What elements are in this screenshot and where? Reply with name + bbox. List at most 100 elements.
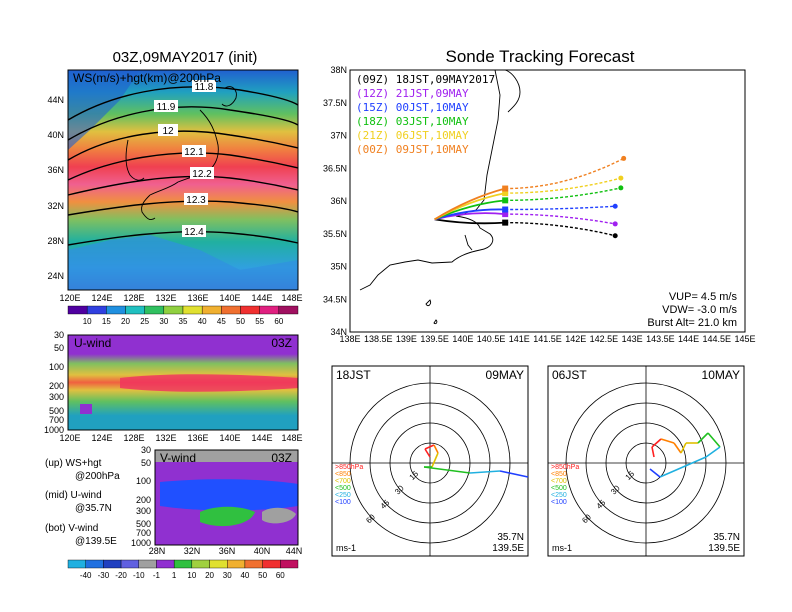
colorbar-cell: [244, 559, 263, 569]
colorbar-cell: [262, 559, 281, 569]
lat-tick: 36N: [47, 165, 64, 175]
burst-point: [502, 197, 509, 204]
hodograph-segment: [649, 468, 661, 478]
level-key: <100: [335, 499, 351, 506]
colorbar-tick: 55: [255, 317, 264, 326]
contour-label: 11.8: [195, 82, 214, 93]
colorbar-tick: 10: [187, 571, 196, 580]
colorbar-tick: 60: [274, 317, 283, 326]
landing-point: [618, 175, 624, 181]
u-wind-jet-core: [120, 374, 298, 392]
contour-label: 12.3: [186, 195, 206, 206]
colorbar-cell: [156, 559, 175, 569]
tracking-panel: Sonde Tracking Forecast (09Z) 18JST,09MA…: [323, 47, 756, 344]
param-burst: Burst Alt= 21.0 km: [647, 317, 737, 329]
left-map-frame: [67, 69, 299, 291]
legend-entry: (15Z) 00JST,10MAY: [356, 101, 469, 114]
colorbar-cell: [173, 559, 193, 569]
lat-tick: 38N: [330, 65, 347, 75]
hodograph-segment: [697, 432, 709, 444]
colorbar-tick: 50: [258, 571, 267, 580]
descent-track: [505, 205, 616, 211]
level-key: <850: [335, 471, 351, 478]
level-key: <850: [551, 471, 567, 478]
colorbar-tick: -20: [115, 571, 127, 580]
hodograph-lon: 139.5E: [708, 543, 740, 554]
p-tick: 200: [136, 495, 151, 505]
colorbar-tick: 45: [217, 317, 226, 326]
level-key: <250: [335, 492, 351, 499]
landing-point: [612, 221, 618, 227]
colorbar-tick: -40: [80, 571, 92, 580]
colorbar-cell: [227, 559, 246, 569]
legend-entry: (21Z) 06JST,10MAY: [356, 129, 469, 142]
p-tick: 50: [54, 343, 64, 353]
lon-tick: 142E: [565, 334, 586, 344]
lon-tick: 144E: [678, 334, 699, 344]
lon-tick: 140.5E: [477, 334, 506, 344]
colorbar-cell: [201, 305, 222, 315]
lon-tick: 143.5E: [646, 334, 675, 344]
legend-entry: (18Z) 03JST,10MAY: [356, 115, 469, 128]
u-wind-time: 03Z: [271, 336, 292, 350]
colorbar-tick: 50: [236, 317, 245, 326]
lat-tick: 36.5N: [323, 163, 347, 173]
lat-tick: 44N: [286, 546, 303, 556]
colorbar-cell: [67, 305, 88, 315]
colorbar-tick: 30: [223, 571, 232, 580]
param-vup: VUP= 4.5 m/s: [669, 291, 738, 303]
landing-point: [612, 203, 618, 209]
p-tick: 1000: [131, 538, 151, 548]
colorbar-cell: [103, 559, 122, 569]
colorbar-cell: [138, 559, 157, 569]
level-key: <500: [335, 485, 351, 492]
lon-tick: 142.5E: [590, 334, 619, 344]
lon-tick: 124E: [91, 293, 112, 303]
lat-tick: 35.5N: [323, 229, 347, 239]
hodograph-time: 18JST: [336, 368, 371, 382]
hodograph-segment: [660, 438, 675, 444]
hodograph-segment: [705, 446, 721, 458]
left-map-lon-ticks: 120E 124E 128E 132E 136E 140E 144E 148E: [59, 293, 302, 303]
burst-point: [502, 185, 509, 192]
landing-point: [612, 233, 618, 239]
legend-entry: (12Z) 21JST,09MAY: [356, 87, 469, 100]
lon-tick: 139E: [396, 334, 417, 344]
note-line: (bot) V-wind: [45, 523, 98, 534]
colorbar-cell: [86, 305, 107, 315]
lon-tick: 132E: [155, 293, 176, 303]
hodograph-date: 09MAY: [486, 368, 524, 382]
low-wind-region-south: [68, 235, 298, 290]
lat-tick: 32N: [47, 201, 64, 211]
colorbar-tick: 10: [83, 317, 92, 326]
level-key: <700: [551, 478, 567, 485]
hodograph-segment: [651, 438, 662, 448]
colorbar-tick: 25: [140, 317, 149, 326]
p-tick: 50: [141, 458, 151, 468]
hodograph-segment: [707, 432, 721, 448]
tracking-legend: (09Z) 18JST,09MAY2017 (12Z) 21JST,09MAY …: [356, 73, 495, 156]
p-tick: 700: [136, 528, 151, 538]
sonde-tracks: [434, 155, 627, 239]
v-wind-top-band: [155, 450, 298, 462]
colorbar-cell: [106, 305, 126, 315]
tracking-frame: [349, 69, 746, 333]
contour-labels: 11.8 11.9 12 12.1 12.2 12.3 12.4: [154, 80, 216, 238]
v-wind-title: V-wind: [160, 451, 196, 465]
v-wind-colorbar: -40 -30 -20 -10 -1 1 10 20 30 40 50 60: [67, 559, 299, 580]
v-wind-lat-ticks: 28N 32N 36N 40N 44N: [149, 546, 303, 556]
colorbar-cell: [209, 559, 228, 569]
colorbar-cell: [182, 305, 203, 315]
lon-tick: 144.5E: [703, 334, 732, 344]
colorbar-cell: [125, 305, 145, 315]
legend-notes: (up) WS+hgt @200hPa (mid) U-wind @35.7N …: [45, 458, 120, 547]
hodograph-unit: ms-1: [336, 543, 356, 553]
colorbar-tick: -10: [133, 571, 145, 580]
hodograph-lon: 139.5E: [492, 543, 524, 554]
lon-tick: 128E: [123, 433, 144, 443]
hodograph-segment: [423, 466, 471, 474]
colorbar-tick: 15: [102, 317, 111, 326]
contour-label: 11.9: [157, 102, 176, 113]
u-wind-lon-ticks: 120E 124E 128E 132E 136E 140E 144E 148E: [59, 433, 302, 443]
